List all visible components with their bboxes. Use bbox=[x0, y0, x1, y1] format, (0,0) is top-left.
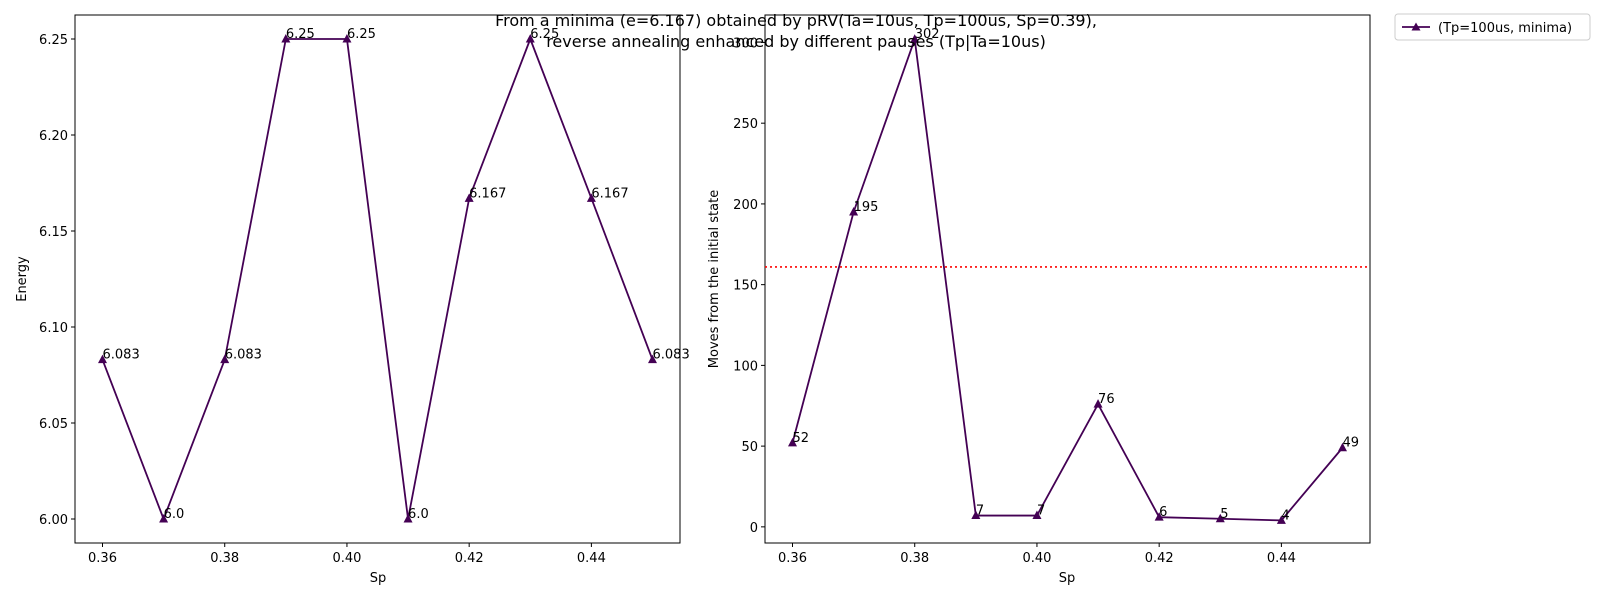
moves-plot: 0.36 0.38 0.40 0.42 0.44 0 50 100 150 200 250 300 Sp… bbox=[707, 14, 1371, 586]
y-tick-label: 250 bbox=[733, 117, 758, 132]
data-point-marker bbox=[159, 514, 169, 523]
x-tick-label: 0.36 bbox=[778, 551, 807, 566]
x-tick-label: 0.38 bbox=[900, 551, 929, 566]
data-point-marker bbox=[971, 510, 981, 520]
data-label: 7 bbox=[976, 504, 984, 519]
x-tick-label: 0.42 bbox=[455, 551, 484, 566]
x-tick-label: 0.36 bbox=[88, 551, 117, 566]
y-tick-label: 300 bbox=[733, 36, 758, 51]
axes-frame bbox=[74, 14, 681, 544]
y-tick-label: 200 bbox=[733, 198, 758, 213]
data-point-marker bbox=[281, 34, 291, 43]
y-tick-label: 0 bbox=[750, 521, 758, 536]
data-label: 6.167 bbox=[469, 186, 506, 201]
y-tick-label: 6.05 bbox=[39, 417, 68, 432]
y-tick-label: 150 bbox=[733, 279, 758, 294]
data-label: 302 bbox=[915, 27, 940, 42]
x-tick-label: 0.44 bbox=[1267, 551, 1296, 566]
energy-plot: 0.36 0.38 0.40 0.42 0.44 6.00 6.05 6.10 6.15 6.20… bbox=[15, 14, 690, 586]
x-axis-label: Sp bbox=[1059, 571, 1076, 586]
data-point-marker bbox=[1215, 513, 1225, 523]
y-tick-label: 100 bbox=[733, 359, 758, 374]
data-label: 49 bbox=[1343, 436, 1360, 451]
data-label: 52 bbox=[793, 431, 810, 446]
x-tick-label: 0.38 bbox=[210, 551, 239, 566]
data-point-marker bbox=[342, 34, 352, 43]
data-point-marker bbox=[648, 354, 657, 364]
y-tick-label: 6.15 bbox=[39, 225, 68, 240]
data-label: 6.0 bbox=[164, 507, 185, 522]
legend-triangle-marker bbox=[1411, 22, 1421, 31]
series-line bbox=[791, 38, 1344, 522]
x-tick-label: 0.40 bbox=[332, 551, 361, 566]
data-point-marker bbox=[849, 206, 859, 216]
data-point-marker bbox=[1032, 510, 1042, 520]
x-tick-label: 0.40 bbox=[1022, 551, 1051, 566]
y-axis-label: Energy bbox=[15, 256, 30, 302]
figure-title-line-2: reverse annealing enhanced by different … bbox=[546, 32, 1046, 51]
data-label: 195 bbox=[854, 200, 879, 215]
data-label: 7 bbox=[1037, 504, 1045, 519]
figure-title-line-1: From a minima (e=6.167) obtained by pRV(… bbox=[495, 11, 1097, 30]
data-point-marker bbox=[1093, 399, 1103, 408]
data-point-marker bbox=[220, 354, 230, 364]
series-line bbox=[101, 38, 654, 520]
y-tick-label: 50 bbox=[741, 440, 758, 455]
y-tick-label: 6.20 bbox=[39, 129, 68, 144]
data-point-marker bbox=[1338, 442, 1347, 452]
legend-frame bbox=[1394, 13, 1591, 41]
data-point-marker bbox=[403, 514, 413, 523]
x-axis-label: Sp bbox=[370, 571, 387, 586]
legend-label: (Tp=100us, minima) bbox=[1438, 21, 1572, 36]
x-tick-label: 0.44 bbox=[577, 551, 606, 566]
data-label: 6.167 bbox=[591, 186, 628, 201]
data-point-marker bbox=[525, 34, 535, 43]
data-label: 76 bbox=[1098, 392, 1115, 407]
y-tick-label: 6.00 bbox=[39, 513, 68, 528]
data-point-marker bbox=[910, 34, 920, 43]
data-label: 5 bbox=[1220, 507, 1228, 522]
data-label: 6.083 bbox=[225, 348, 262, 363]
data-label: 6.25 bbox=[347, 27, 376, 42]
data-label: 4 bbox=[1281, 508, 1289, 523]
x-tick-label: 0.42 bbox=[1145, 551, 1174, 566]
axes-frame bbox=[764, 14, 1371, 544]
data-point-marker bbox=[464, 193, 474, 202]
y-tick-label: 6.25 bbox=[39, 33, 68, 48]
data-point-marker bbox=[1154, 512, 1164, 521]
data-point-marker bbox=[98, 354, 107, 364]
data-label: 6.25 bbox=[286, 27, 315, 42]
data-label: 6.083 bbox=[103, 348, 140, 363]
data-label: 6.083 bbox=[653, 348, 690, 363]
data-point-marker bbox=[788, 437, 797, 447]
data-label: 6.0 bbox=[408, 507, 429, 522]
data-point-marker bbox=[1276, 515, 1286, 524]
legend: (Tp=100us, minima) bbox=[1394, 13, 1591, 41]
data-point-marker bbox=[586, 193, 596, 202]
data-label: 6.25 bbox=[530, 27, 559, 42]
data-label: 6 bbox=[1159, 505, 1167, 520]
y-tick-label: 6.10 bbox=[39, 321, 68, 336]
y-axis-label: Moves from the initial state bbox=[707, 190, 722, 368]
